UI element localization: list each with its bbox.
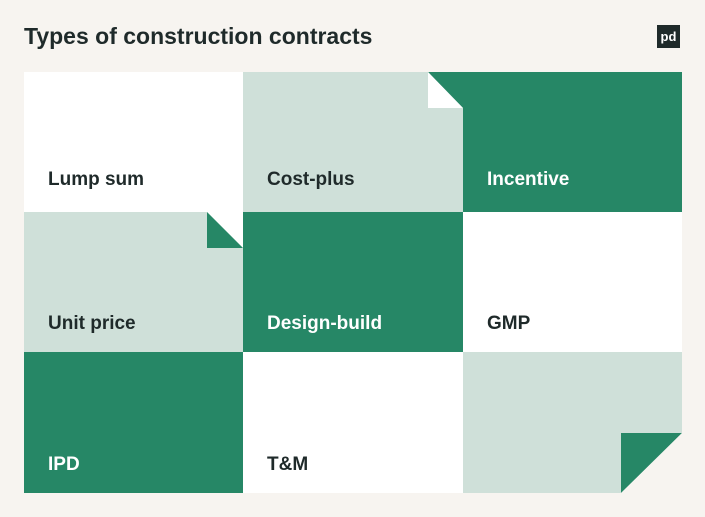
cell [243,72,463,212]
cell [463,212,682,352]
cell-label: IPD [48,454,80,475]
cell-label: Design-build [267,313,382,334]
logo: pd [657,25,680,48]
corner-fold [428,72,463,108]
cell [24,72,243,212]
cell [24,212,243,352]
cell-label: Unit price [48,313,136,334]
cell [243,352,463,493]
cell [24,352,243,493]
cell-label: Incentive [487,169,569,190]
corner-fold [621,433,682,493]
logo-text: pd [661,29,677,44]
title: Types of construction contracts [24,23,372,49]
cell-label: Lump sum [48,169,144,190]
cell-label: Cost-plus [267,169,355,190]
cell [243,212,463,352]
cell-label: T&M [267,454,308,475]
cell [463,72,682,212]
logo-box [657,25,680,48]
cell-label: GMP [487,313,531,334]
corner-fold [207,212,243,248]
